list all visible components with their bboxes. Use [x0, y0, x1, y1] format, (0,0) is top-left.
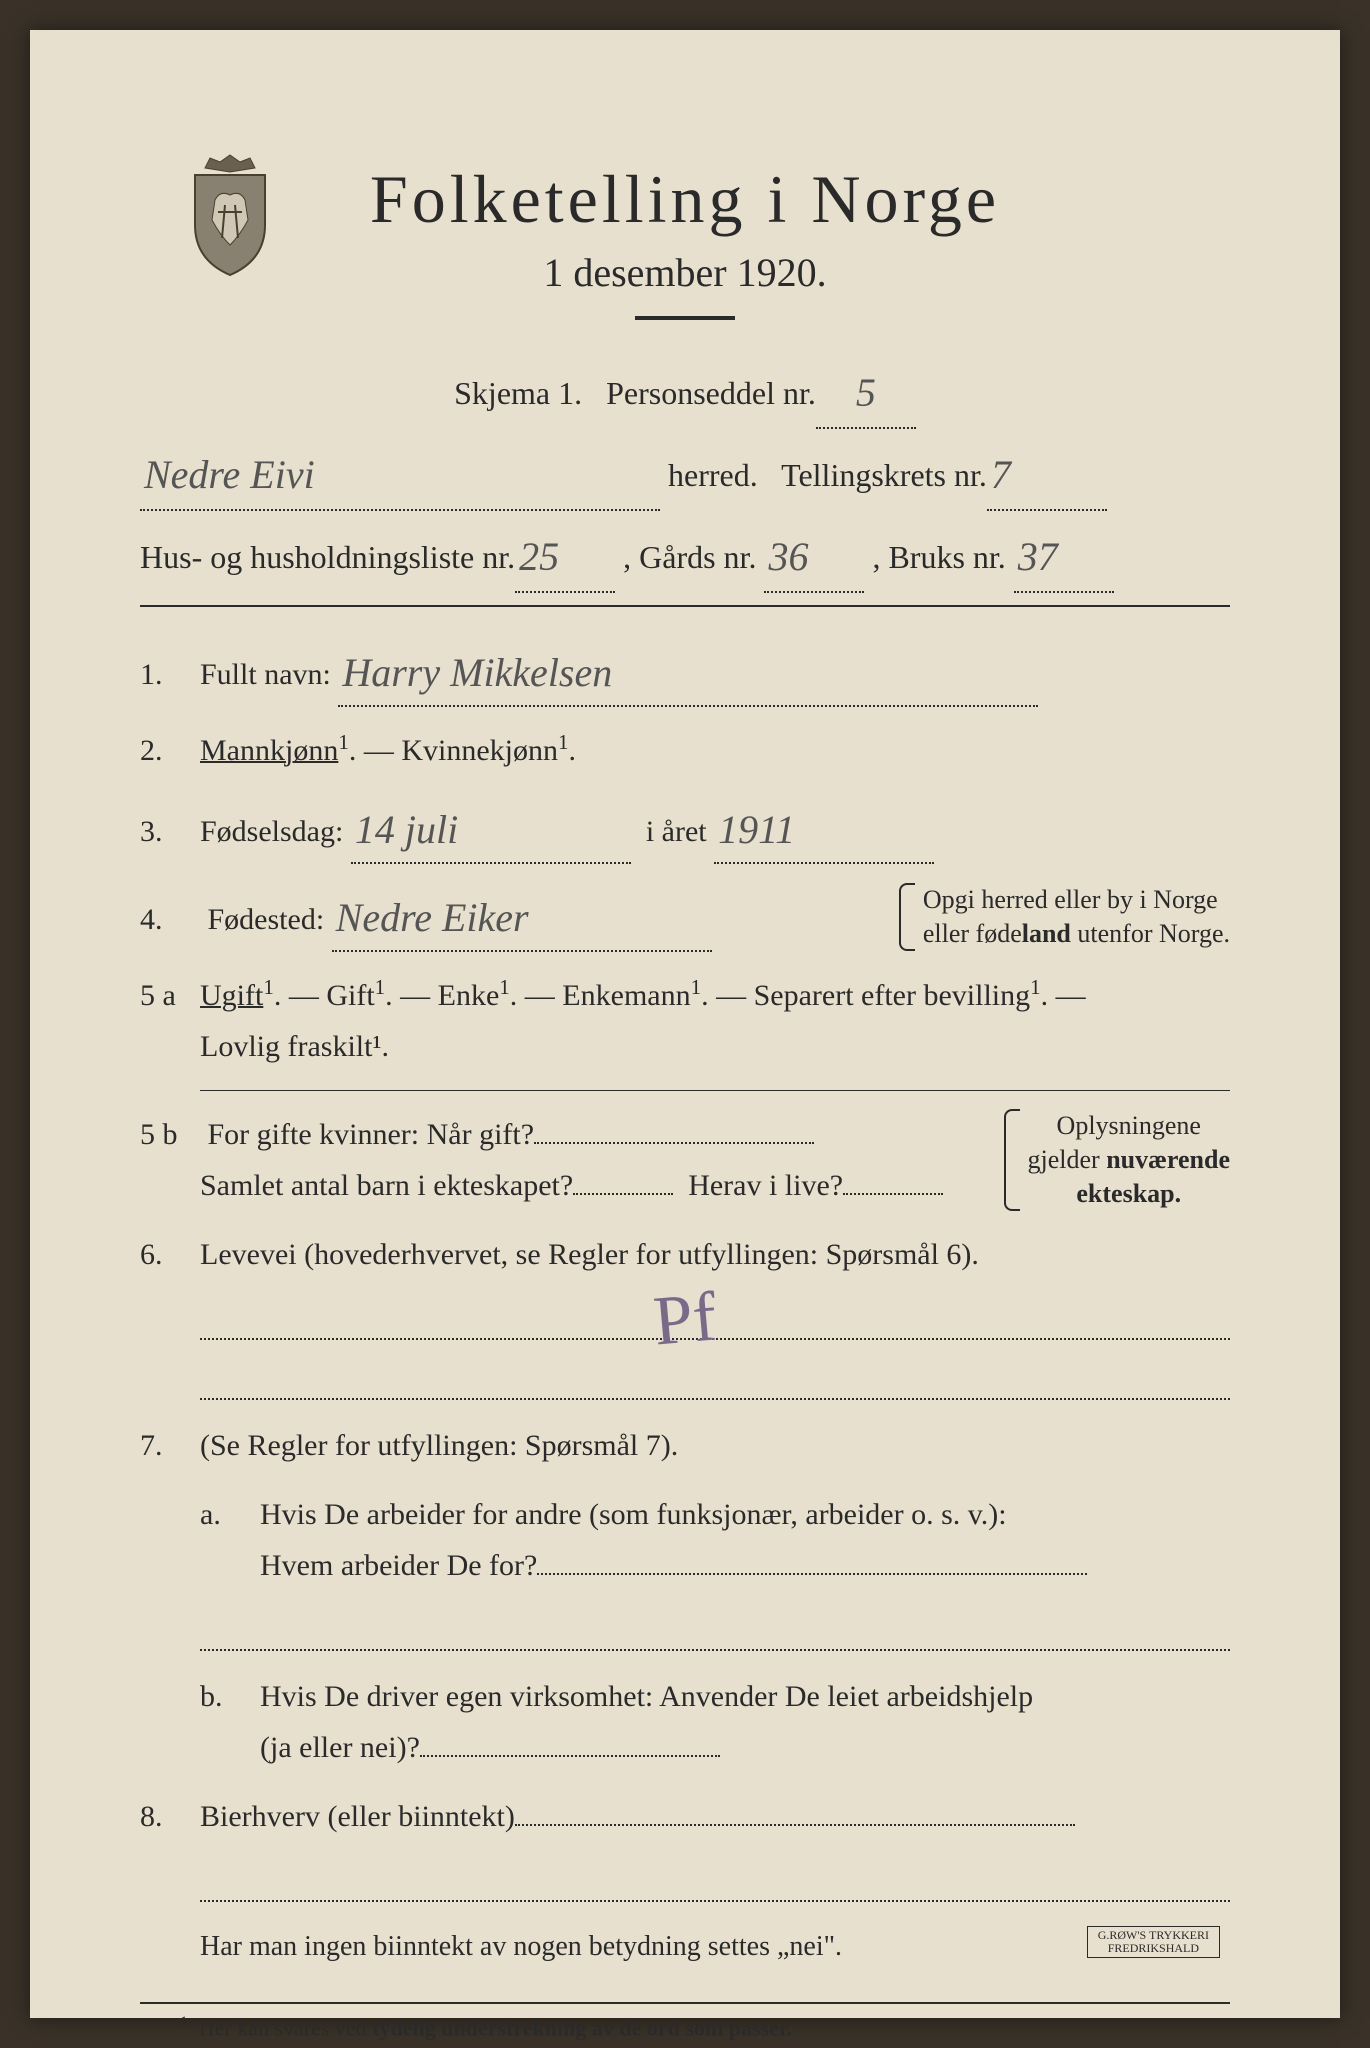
question-4: 4. Fødested: Nedre Eiker Opgi herred ell… — [140, 882, 1230, 952]
personseddel-value: 5 — [856, 370, 876, 415]
birthplace-value: Nedre Eiker — [336, 895, 529, 940]
question-7a: a. Hvis De arbeider for andre (som funks… — [200, 1489, 1230, 1591]
marriage-note: Oplysningene gjelder nuværende ekteskap. — [1004, 1109, 1230, 1210]
document-title: Folketelling i Norge — [140, 160, 1230, 239]
question-3: 3. Fødselsdag: 14 juli i året 1911 — [140, 794, 1230, 864]
census-form-document: Folketelling i Norge 1 desember 1920. Sk… — [30, 30, 1340, 2018]
question-8: 8. Bierhverv (eller biinntekt) — [140, 1791, 1230, 1842]
norwegian-crest-icon — [180, 150, 280, 280]
tellingskrets-value: 7 — [991, 452, 1011, 497]
q6-mark: Pf — [651, 1277, 720, 1362]
form-header-line-3: Hus- og husholdningsliste nr.25 , Gårds … — [140, 519, 1230, 593]
question-5a: 5 a Ugift1. — Gift1. — Enke1. — Enkemann… — [140, 970, 1230, 1072]
question-6: 6. Levevei (hovederhvervet, se Regler fo… — [140, 1229, 1230, 1280]
footer-note: Har man ingen biinntekt av nogen betydni… — [200, 1922, 1230, 1972]
document-subtitle: 1 desember 1920. — [140, 249, 1230, 296]
question-7: 7. (Se Regler for utfyllingen: Spørsmål … — [140, 1420, 1230, 1471]
divider-5a — [200, 1090, 1230, 1091]
question-7b: b. Hvis De driver egen virksomhet: Anven… — [200, 1671, 1230, 1773]
form-header-line-1: Skjema 1. Personseddel nr.5 — [140, 355, 1230, 429]
birthplace-note: Opgi herred eller by i Norge eller fødel… — [899, 883, 1230, 951]
birth-year-value: 1911 — [718, 807, 795, 852]
q8-answer-line — [200, 1862, 1230, 1902]
title-divider — [635, 316, 735, 320]
section-divider — [140, 605, 1230, 607]
question-2: 2. Mannkjønn1. — Kvinnekjønn1. — [140, 725, 1230, 776]
printer-stamp: G.RØW'S TRYKKERI FREDRIKSHALD — [1087, 1926, 1220, 1958]
birth-day-value: 14 juli — [355, 807, 458, 852]
gards-value: 36 — [768, 534, 808, 579]
footnote-section: 1 Her kan svares ved tydelig understrekn… — [140, 2002, 1230, 2041]
full-name-value: Harry Mikkelsen — [342, 650, 612, 695]
bruks-value: 37 — [1018, 534, 1058, 579]
question-1: 1. Fullt navn: Harry Mikkelsen — [140, 637, 1230, 707]
form-header-line-2: Nedre Eivi herred. Tellingskrets nr.7 — [140, 437, 1230, 511]
herred-value: Nedre Eivi — [144, 452, 315, 497]
q7a-answer-line — [200, 1611, 1230, 1651]
question-5b: 5 b For gifte kvinner: Når gift? Samlet … — [140, 1109, 1230, 1211]
q6-answer-line-2 — [200, 1360, 1230, 1400]
hus-value: 25 — [519, 534, 559, 579]
